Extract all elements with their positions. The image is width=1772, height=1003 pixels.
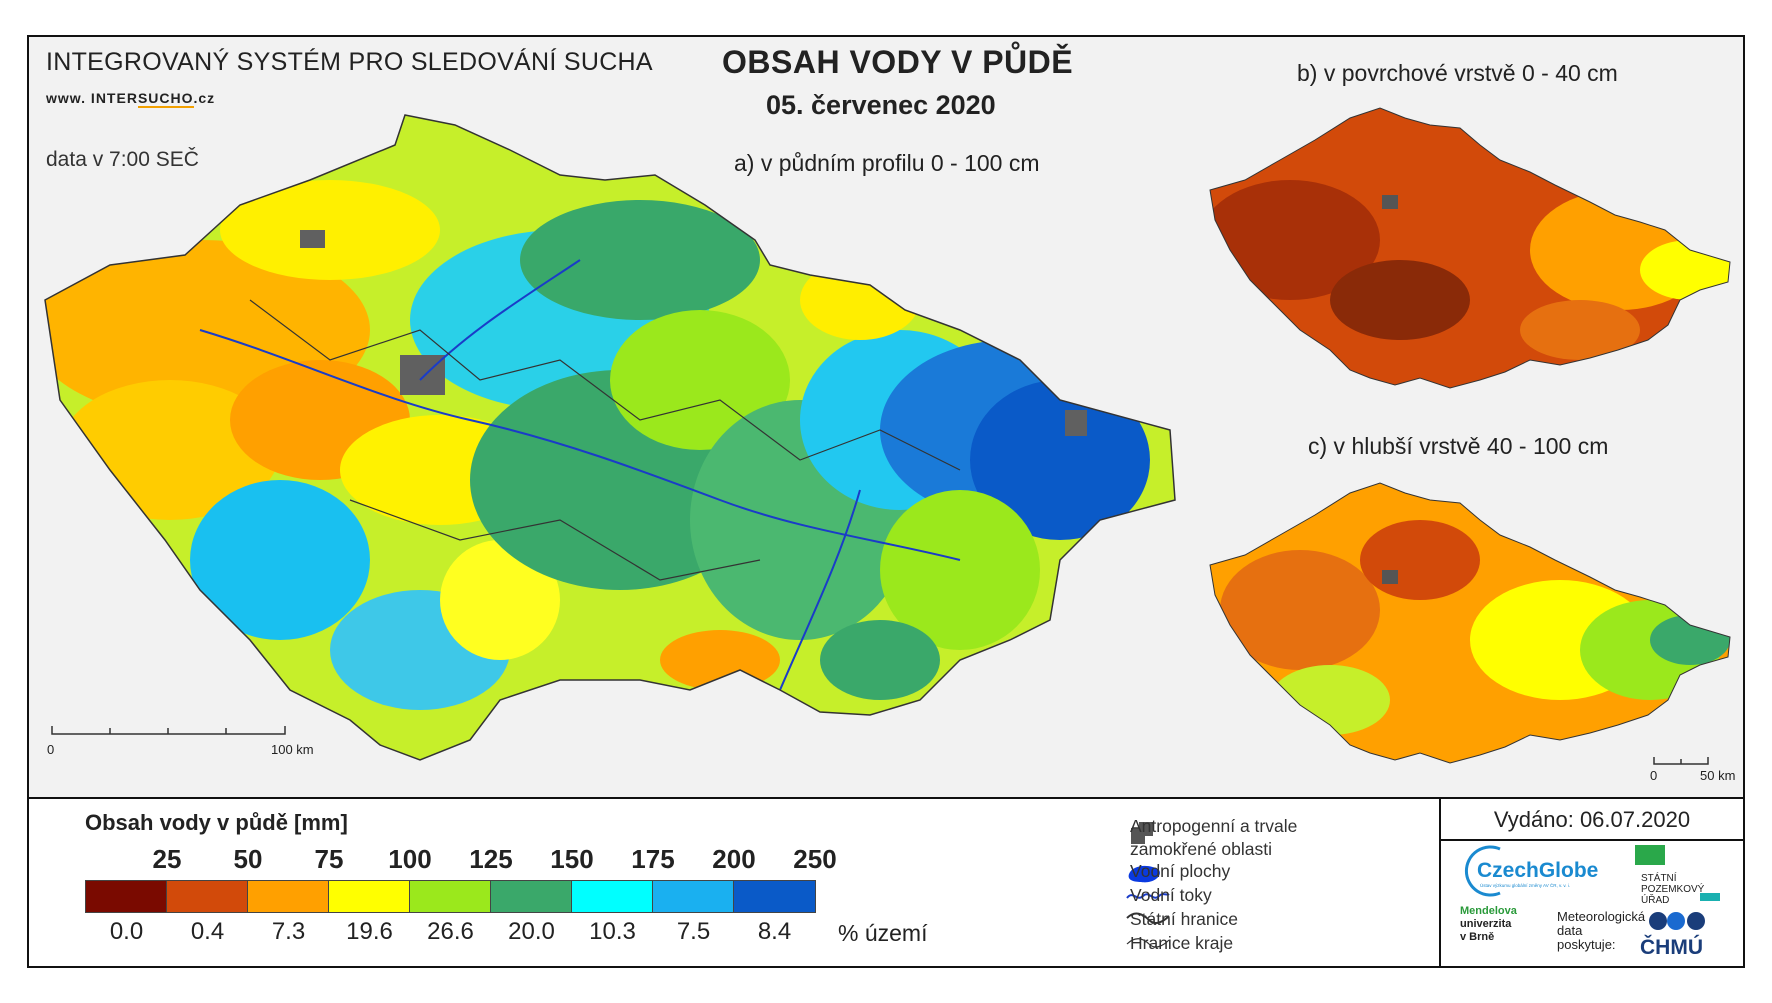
legend-bin bbox=[734, 881, 815, 912]
deep-scale-bar bbox=[1653, 757, 1709, 765]
website-suffix: .cz bbox=[193, 90, 216, 106]
spu-line-1: STÁTNÍ bbox=[1641, 873, 1677, 884]
legend-percentage: 0.4 bbox=[190, 918, 225, 945]
teal-mark bbox=[1700, 893, 1720, 901]
meteo-line-1: Meteorologická bbox=[1557, 909, 1646, 924]
legend-percentage: 19.6 bbox=[346, 918, 393, 945]
deep-map-caption: c) v hlubší vrstvě 40 - 100 cm bbox=[1308, 433, 1609, 459]
czechglobe-icon bbox=[1464, 845, 1501, 897]
symbol-anthropogenic: Antropogenní a trvale zamokřené oblasti bbox=[1130, 816, 1298, 859]
deep-scale-start: 0 bbox=[1650, 768, 1658, 783]
mendel-line-2: univerzita bbox=[1460, 918, 1512, 930]
legend-bin bbox=[491, 881, 572, 912]
legend-threshold: 200 bbox=[712, 844, 756, 874]
legend-percentage: 8.4 bbox=[757, 918, 792, 945]
main-scale-start: 0 bbox=[47, 742, 55, 757]
legend-threshold: 50 bbox=[233, 844, 263, 874]
data-time: data v 7:00 SEČ bbox=[46, 148, 199, 171]
spu-mark bbox=[1635, 845, 1665, 865]
state-border-icon bbox=[1126, 912, 1170, 924]
legend-bin bbox=[572, 881, 653, 912]
website-prefix: www. INTER bbox=[46, 90, 138, 106]
meteo-provider: Meteorologická data poskytuje: bbox=[1557, 910, 1645, 952]
water-body-icon bbox=[1128, 865, 1160, 883]
region-border-icon bbox=[1126, 938, 1170, 948]
main-scale-end: 100 km bbox=[271, 742, 314, 757]
mendel-line-3: v Brně bbox=[1460, 931, 1495, 943]
czechglobe-logo: CzechGlobe Ústav výzkumu globální změny … bbox=[1460, 845, 1610, 897]
legend-percentage: 7.3 bbox=[271, 918, 306, 945]
legend-percentage: 0.0 bbox=[109, 918, 144, 945]
legend-threshold: 250 bbox=[793, 844, 837, 874]
percent-unit: % území bbox=[838, 920, 928, 946]
deep-state-border bbox=[1209, 482, 1731, 764]
main-map-caption: a) v půdním profilu 0 - 100 cm bbox=[734, 150, 1040, 176]
chmu-logo: ČHMÚ bbox=[1640, 936, 1703, 959]
system-name: INTEGROVANÝ SYSTÉM PRO SLEDOVÁNÍ SUCHA bbox=[46, 48, 653, 76]
main-state-border bbox=[44, 114, 1176, 761]
issued-panel: Vydáno: 06.07.2020 bbox=[1439, 799, 1743, 966]
deep-scale-end: 50 km bbox=[1700, 768, 1736, 783]
surface-soil-water-map bbox=[1210, 108, 1730, 388]
czechglobe-subtitle: Ústav výzkumu globální změny AV ČR, v. v… bbox=[1480, 883, 1571, 888]
page-title: OBSAH VODY V PŮDĚ bbox=[722, 44, 1074, 80]
symbol-rivers: Vodní toky bbox=[1130, 885, 1212, 905]
legend-threshold: 25 bbox=[152, 844, 182, 874]
spu-logo: STÁTNÍ POZEMKOVÝ ÚŘAD bbox=[1635, 845, 1715, 906]
legend-threshold: 175 bbox=[631, 844, 675, 874]
legend-threshold: 75 bbox=[314, 844, 344, 874]
meteo-line-3: poskytuje: bbox=[1557, 937, 1616, 952]
mendel-line-1: Mendelova bbox=[1460, 905, 1517, 917]
czechglobe-name: CzechGlobe bbox=[1477, 859, 1599, 882]
legend-percentage: 26.6 bbox=[427, 918, 474, 945]
legend-bin bbox=[329, 881, 410, 912]
anthropogenic-icon bbox=[1131, 822, 1153, 844]
legend-band: Vydáno: 06.07.2020 bbox=[29, 797, 1743, 966]
issued-date: Vydáno: 06.07.2020 bbox=[1441, 807, 1743, 841]
symbol-state-border: Státní hranice bbox=[1130, 909, 1238, 929]
legend-threshold: 100 bbox=[388, 844, 432, 874]
legend-bin bbox=[167, 881, 248, 912]
legend-percentage: 20.0 bbox=[508, 918, 555, 945]
legend-bin bbox=[248, 881, 329, 912]
surface-state-border bbox=[1209, 107, 1731, 389]
legend-threshold: 150 bbox=[550, 844, 594, 874]
legend-threshold: 125 bbox=[469, 844, 513, 874]
legend-bin bbox=[410, 881, 491, 912]
legend-percentage: 7.5 bbox=[676, 918, 711, 945]
website-link[interactable]: www. INTERSUCHO.cz bbox=[46, 90, 216, 108]
spu-line-2: POZEMKOVÝ bbox=[1641, 884, 1705, 895]
chmu-icon bbox=[1649, 912, 1705, 930]
main-scale-bar bbox=[51, 726, 286, 735]
symbol-water-bodies: Vodní plochy bbox=[1130, 861, 1231, 881]
deep-soil-water-map bbox=[1210, 483, 1730, 763]
symbol-region-border: Hranice kraje bbox=[1130, 933, 1234, 953]
spu-line-3: ÚŘAD bbox=[1641, 895, 1670, 906]
meteo-line-2: data bbox=[1557, 923, 1583, 938]
legend-bin bbox=[653, 881, 734, 912]
legend-color-bins bbox=[85, 880, 816, 913]
main-soil-water-map bbox=[45, 115, 1175, 760]
mendel-logo: Mendelova univerzita v Brně bbox=[1460, 905, 1550, 944]
legend-title: Obsah vody v půdě [mm] bbox=[85, 810, 348, 835]
website-highlight: SUCHO bbox=[137, 90, 194, 108]
surface-map-caption: b) v povrchové vrstvě 0 - 40 cm bbox=[1297, 60, 1618, 86]
map-date: 05. červenec 2020 bbox=[766, 90, 996, 120]
river-icon bbox=[1126, 893, 1170, 899]
legend-bin bbox=[86, 881, 167, 912]
legend-percentage: 10.3 bbox=[589, 918, 636, 945]
